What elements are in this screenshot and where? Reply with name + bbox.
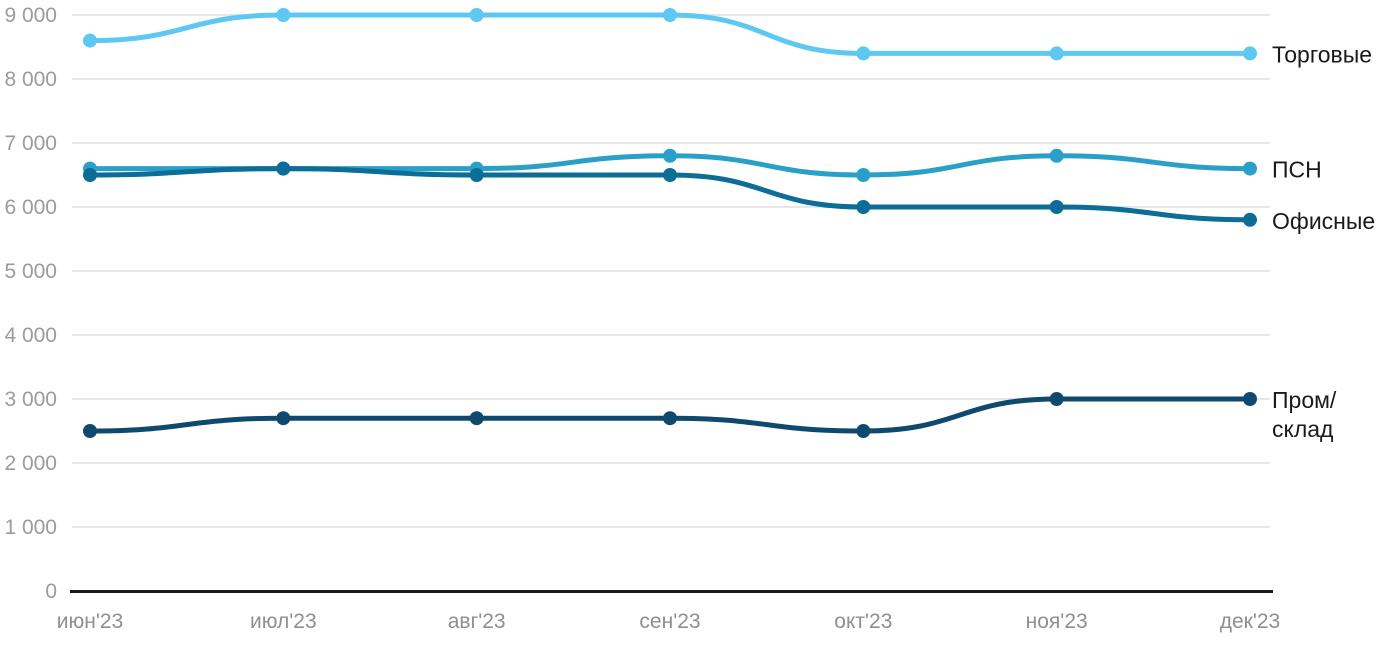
- x-tick-label: авг'23: [448, 610, 506, 633]
- y-tick-label: 7 000: [4, 132, 57, 155]
- series-point-prom-sklad: [856, 424, 871, 438]
- series-point-psn: [1243, 161, 1257, 176]
- y-tick-label: 6 000: [4, 196, 57, 219]
- series-point-ofisnye: [469, 168, 484, 182]
- y-tick-label: 9 000: [4, 4, 57, 27]
- series-prom-sklad: Пром/склад: [83, 387, 1337, 442]
- series-torgovye: Торговые: [83, 8, 1372, 67]
- series-point-torgovye: [1243, 46, 1257, 61]
- series-point-prom-sklad: [276, 411, 291, 426]
- series-point-torgovye: [83, 33, 97, 48]
- y-tick-label: 1 000: [4, 516, 57, 539]
- x-tick-label: дек'23: [1220, 610, 1281, 633]
- series-label-prom-sklad: Пром/склад: [1272, 387, 1337, 442]
- x-tick-label: окт'23: [834, 610, 892, 633]
- y-tick-label: 2 000: [4, 452, 57, 475]
- series-point-torgovye: [469, 8, 484, 22]
- x-tick-label: сен'23: [639, 610, 700, 633]
- series-label-torgovye: Торговые: [1272, 41, 1372, 67]
- y-tick-label: 5 000: [4, 260, 57, 283]
- series-label-psn: ПСН: [1272, 157, 1322, 183]
- series-point-prom-sklad: [469, 411, 484, 426]
- gridlines: [72, 14, 1270, 528]
- x-tick-label: июн'23: [57, 610, 123, 633]
- y-tick-label: 4 000: [4, 324, 57, 347]
- x-tick-label: ноя'23: [1026, 610, 1088, 633]
- series-ofisnye: Офисные: [83, 161, 1375, 234]
- series-point-torgovye: [856, 46, 871, 61]
- series-point-psn: [1049, 148, 1064, 163]
- y-axis-labels: 0 1 000 2 000 3 000 4 000 5 000 6 000 7 000 8 00…: [4, 4, 57, 603]
- series-point-psn: [663, 148, 677, 163]
- series-label-ofisnye: Офисные: [1272, 208, 1375, 234]
- series-point-torgovye: [663, 8, 677, 22]
- series-point-ofisnye: [663, 168, 677, 182]
- series-point-psn: [856, 168, 871, 182]
- series-point-torgovye: [1049, 46, 1064, 61]
- series-point-prom-sklad: [83, 424, 97, 438]
- x-axis-labels: июн'23 июл'23 авг'23 сен'23 окт'23 ноя'23 дек'…: [57, 610, 1280, 633]
- series-point-torgovye: [276, 8, 291, 22]
- series-point-ofisnye: [1243, 212, 1257, 227]
- series-point-ofisnye: [1049, 200, 1064, 214]
- y-tick-label: 8 000: [4, 68, 57, 91]
- series-point-ofisnye: [856, 200, 871, 214]
- series-point-prom-sklad: [1243, 392, 1257, 406]
- x-tick-label: июл'23: [250, 610, 317, 633]
- series-point-prom-sklad: [663, 411, 677, 426]
- y-tick-label: 0: [45, 580, 57, 603]
- series-point-ofisnye: [83, 168, 97, 182]
- series-point-prom-sklad: [1049, 392, 1064, 406]
- y-tick-label: 3 000: [4, 388, 57, 411]
- series-point-ofisnye: [276, 161, 291, 176]
